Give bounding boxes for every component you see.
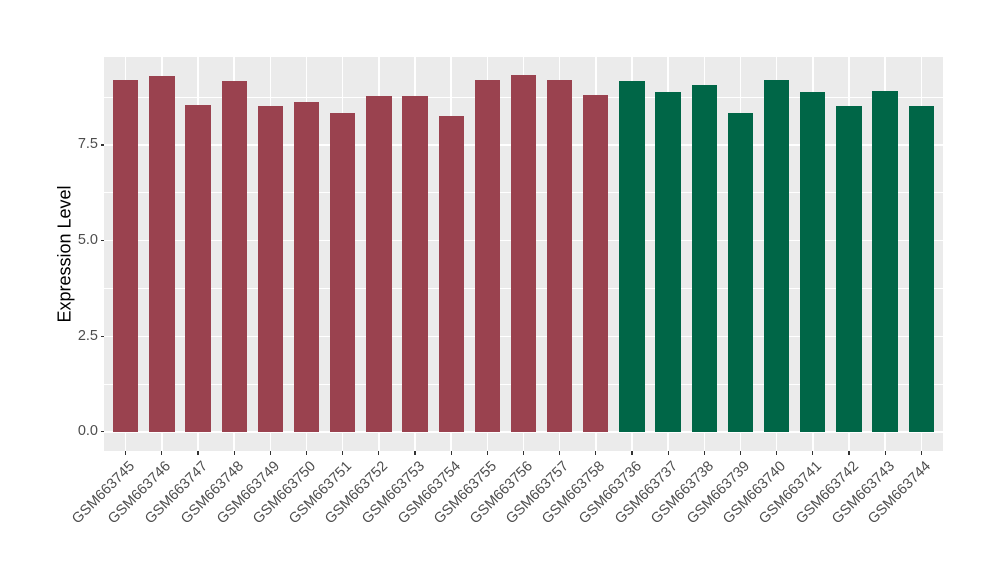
- major-gridline: [104, 431, 943, 433]
- y-axis-title: Expression Level: [54, 185, 75, 323]
- x-tick-mark: [378, 451, 380, 455]
- bar: [908, 105, 934, 432]
- y-tick-mark: [100, 335, 104, 337]
- x-tick-mark: [269, 451, 271, 455]
- bar: [293, 102, 320, 432]
- bar: [691, 85, 717, 432]
- x-tick-mark: [848, 451, 850, 455]
- x-tick-mark: [667, 451, 669, 455]
- bar: [402, 96, 428, 432]
- bar: [655, 91, 681, 432]
- bar: [149, 76, 175, 432]
- x-tick-mark: [197, 451, 199, 455]
- x-tick-mark: [631, 451, 633, 455]
- x-tick-mark: [703, 451, 705, 455]
- bar: [113, 79, 139, 432]
- x-tick-mark: [920, 451, 922, 455]
- y-tick-mark: [100, 431, 104, 433]
- bar: [619, 81, 645, 432]
- x-tick-mark: [522, 451, 525, 455]
- x-tick-mark: [776, 451, 778, 455]
- y-tick-label: 0.0: [77, 423, 98, 440]
- x-tick-mark: [450, 451, 452, 455]
- x-tick-mark: [161, 451, 163, 455]
- x-tick-mark: [305, 451, 308, 455]
- bar: [800, 92, 826, 432]
- x-tick-mark: [125, 451, 127, 455]
- x-tick-mark: [559, 451, 561, 455]
- bar: [547, 79, 573, 432]
- x-tick-mark: [342, 451, 344, 455]
- bar: [366, 96, 392, 432]
- x-tick-mark: [812, 451, 814, 455]
- y-tick-mark: [100, 144, 104, 146]
- bar: [727, 113, 754, 432]
- bar: [474, 79, 500, 432]
- bar: [185, 104, 211, 432]
- y-tick-label: 2.5: [77, 327, 98, 344]
- y-tick-mark: [100, 240, 104, 242]
- x-tick-mark: [414, 451, 416, 455]
- bar: [872, 91, 898, 432]
- y-tick-label: 7.5: [77, 136, 98, 153]
- bar: [257, 106, 283, 432]
- bar: [836, 105, 862, 432]
- x-tick-mark: [233, 451, 235, 455]
- bar: [221, 81, 247, 432]
- bar: [438, 115, 464, 432]
- bar: [763, 79, 790, 432]
- x-tick-mark: [595, 451, 597, 455]
- bar: [330, 112, 356, 432]
- x-tick-mark: [884, 451, 886, 455]
- x-tick-mark: [486, 451, 488, 455]
- x-tick-mark: [739, 451, 742, 455]
- bar: [510, 74, 537, 432]
- y-tick-label: 5.0: [77, 232, 98, 249]
- bar: [583, 94, 609, 432]
